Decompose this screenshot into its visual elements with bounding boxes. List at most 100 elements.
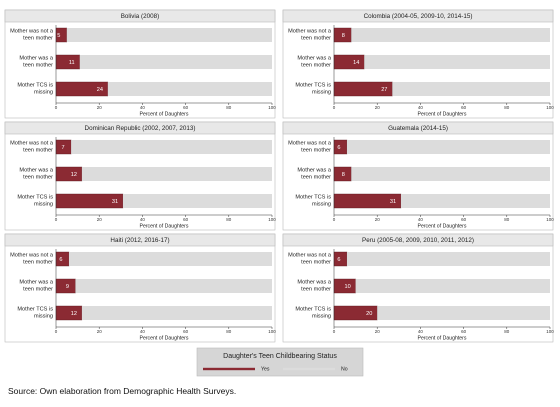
category-label: Mother was a teen mother	[297, 279, 331, 292]
value-label: 6	[59, 257, 62, 263]
category-label: Mother was not a teen mother	[10, 28, 53, 41]
x-tick-label: 80	[226, 217, 232, 222]
x-tick-label: 20	[97, 217, 103, 222]
value-label: 12	[71, 172, 77, 178]
bar-no	[400, 194, 550, 208]
bar-no	[351, 167, 550, 181]
legend-title: Daughter's Teen Childbearing Status	[223, 353, 337, 360]
x-tick-label: 100	[546, 105, 554, 110]
legend-box	[196, 347, 364, 377]
value-label: 24	[97, 87, 103, 93]
value-label: 6	[337, 145, 340, 151]
bar-no	[81, 167, 272, 181]
bar-no	[66, 28, 272, 42]
x-tick-label: 40	[140, 217, 146, 222]
value-label: 20	[366, 311, 372, 317]
x-tick-label: 100	[268, 329, 276, 334]
x-tick-label: 60	[461, 329, 467, 334]
category-label: Mother TCS is missing	[17, 82, 53, 95]
x-tick-label: 20	[97, 105, 103, 110]
x-tick-label: 100	[546, 217, 554, 222]
x-tick-label: 20	[375, 217, 381, 222]
source: Source: Own elaboration from Demographic…	[8, 386, 237, 396]
bar-no	[122, 194, 273, 208]
category-label: Mother was not a teen mother	[288, 28, 331, 41]
category-label: Mother was a teen mother	[19, 55, 53, 68]
bar-no	[346, 140, 550, 154]
panel-title-strip	[282, 233, 554, 247]
value-label: 8	[342, 33, 345, 39]
panel-title: Colombia (2004-05, 2009-10, 2014-15)	[364, 13, 473, 20]
panel-title-strip	[282, 9, 554, 23]
x-tick-label: 40	[140, 329, 146, 334]
x-tick-label: 60	[461, 105, 467, 110]
category-label: Mother TCS is missing	[17, 194, 53, 207]
bar-yes	[55, 305, 83, 321]
bar-no	[107, 82, 272, 96]
category-label: Mother TCS is missing	[295, 194, 331, 207]
legend-label: No	[341, 366, 348, 372]
x-axis-title: Percent of Daughters	[417, 335, 466, 341]
category-label: Mother was not a teen mother	[10, 140, 53, 153]
x-tick-label: 20	[375, 329, 381, 334]
bar-no	[351, 28, 550, 42]
category-label: Mother was a teen mother	[19, 279, 53, 292]
category-label: Mother TCS is missing	[295, 82, 331, 95]
x-tick-label: 80	[226, 105, 232, 110]
bar-no	[68, 252, 273, 266]
x-tick-label: 80	[504, 105, 510, 110]
x-tick-label: 20	[97, 329, 103, 334]
legend-swatch	[283, 367, 335, 371]
value-label: 5	[57, 33, 60, 39]
bar-no	[81, 306, 272, 320]
x-tick-label: 100	[268, 217, 276, 222]
panel-title-strip	[4, 233, 276, 247]
legend-swatch	[203, 367, 255, 371]
bar-yes	[333, 54, 365, 70]
bar-no	[355, 279, 550, 293]
bar-yes	[55, 166, 83, 182]
x-tick-label: 60	[183, 329, 189, 334]
value-label: 11	[69, 60, 75, 66]
x-tick-label: 0	[55, 217, 58, 222]
bar-no	[346, 252, 550, 266]
x-tick-label: 20	[375, 105, 381, 110]
bar-no	[392, 82, 550, 96]
bar-no	[71, 140, 273, 154]
value-label: 14	[353, 60, 359, 66]
x-tick-label: 40	[140, 105, 146, 110]
x-tick-label: 80	[504, 217, 510, 222]
x-tick-label: 60	[461, 217, 467, 222]
value-label: 6	[337, 257, 340, 263]
panel-title: Dominican Republic (2002, 2007, 2013)	[85, 125, 196, 132]
x-tick-label: 0	[55, 329, 58, 334]
panel-title: Guatemala (2014-15)	[388, 125, 448, 132]
x-tick-label: 0	[333, 217, 336, 222]
category-label: Mother was a teen mother	[297, 167, 331, 180]
value-label: 12	[71, 311, 77, 317]
value-label: 10	[344, 284, 350, 290]
x-tick-label: 80	[226, 329, 232, 334]
x-tick-label: 60	[183, 217, 189, 222]
x-tick-label: 100	[268, 105, 276, 110]
category-label: Mother TCS is missing	[17, 306, 53, 319]
category-label: Mother was a teen mother	[297, 55, 331, 68]
x-tick-label: 40	[418, 217, 424, 222]
x-axis-title: Percent of Daughters	[139, 111, 188, 117]
x-axis-title: Percent of Daughters	[139, 223, 188, 229]
value-label: 31	[112, 199, 118, 205]
x-tick-label: 0	[333, 329, 336, 334]
x-axis-title: Percent of Daughters	[417, 111, 466, 117]
x-axis-title: Percent of Daughters	[139, 335, 188, 341]
x-tick-label: 100	[546, 329, 554, 334]
category-label: Mother was a teen mother	[19, 167, 53, 180]
value-label: 31	[390, 199, 396, 205]
panel-title-strip	[4, 9, 276, 23]
x-tick-label: 0	[333, 105, 336, 110]
x-axis-title: Percent of Daughters	[417, 223, 466, 229]
bar-no	[364, 55, 550, 69]
category-label: Mother was not a teen mother	[10, 252, 53, 265]
legend-label: Yes	[261, 366, 270, 372]
